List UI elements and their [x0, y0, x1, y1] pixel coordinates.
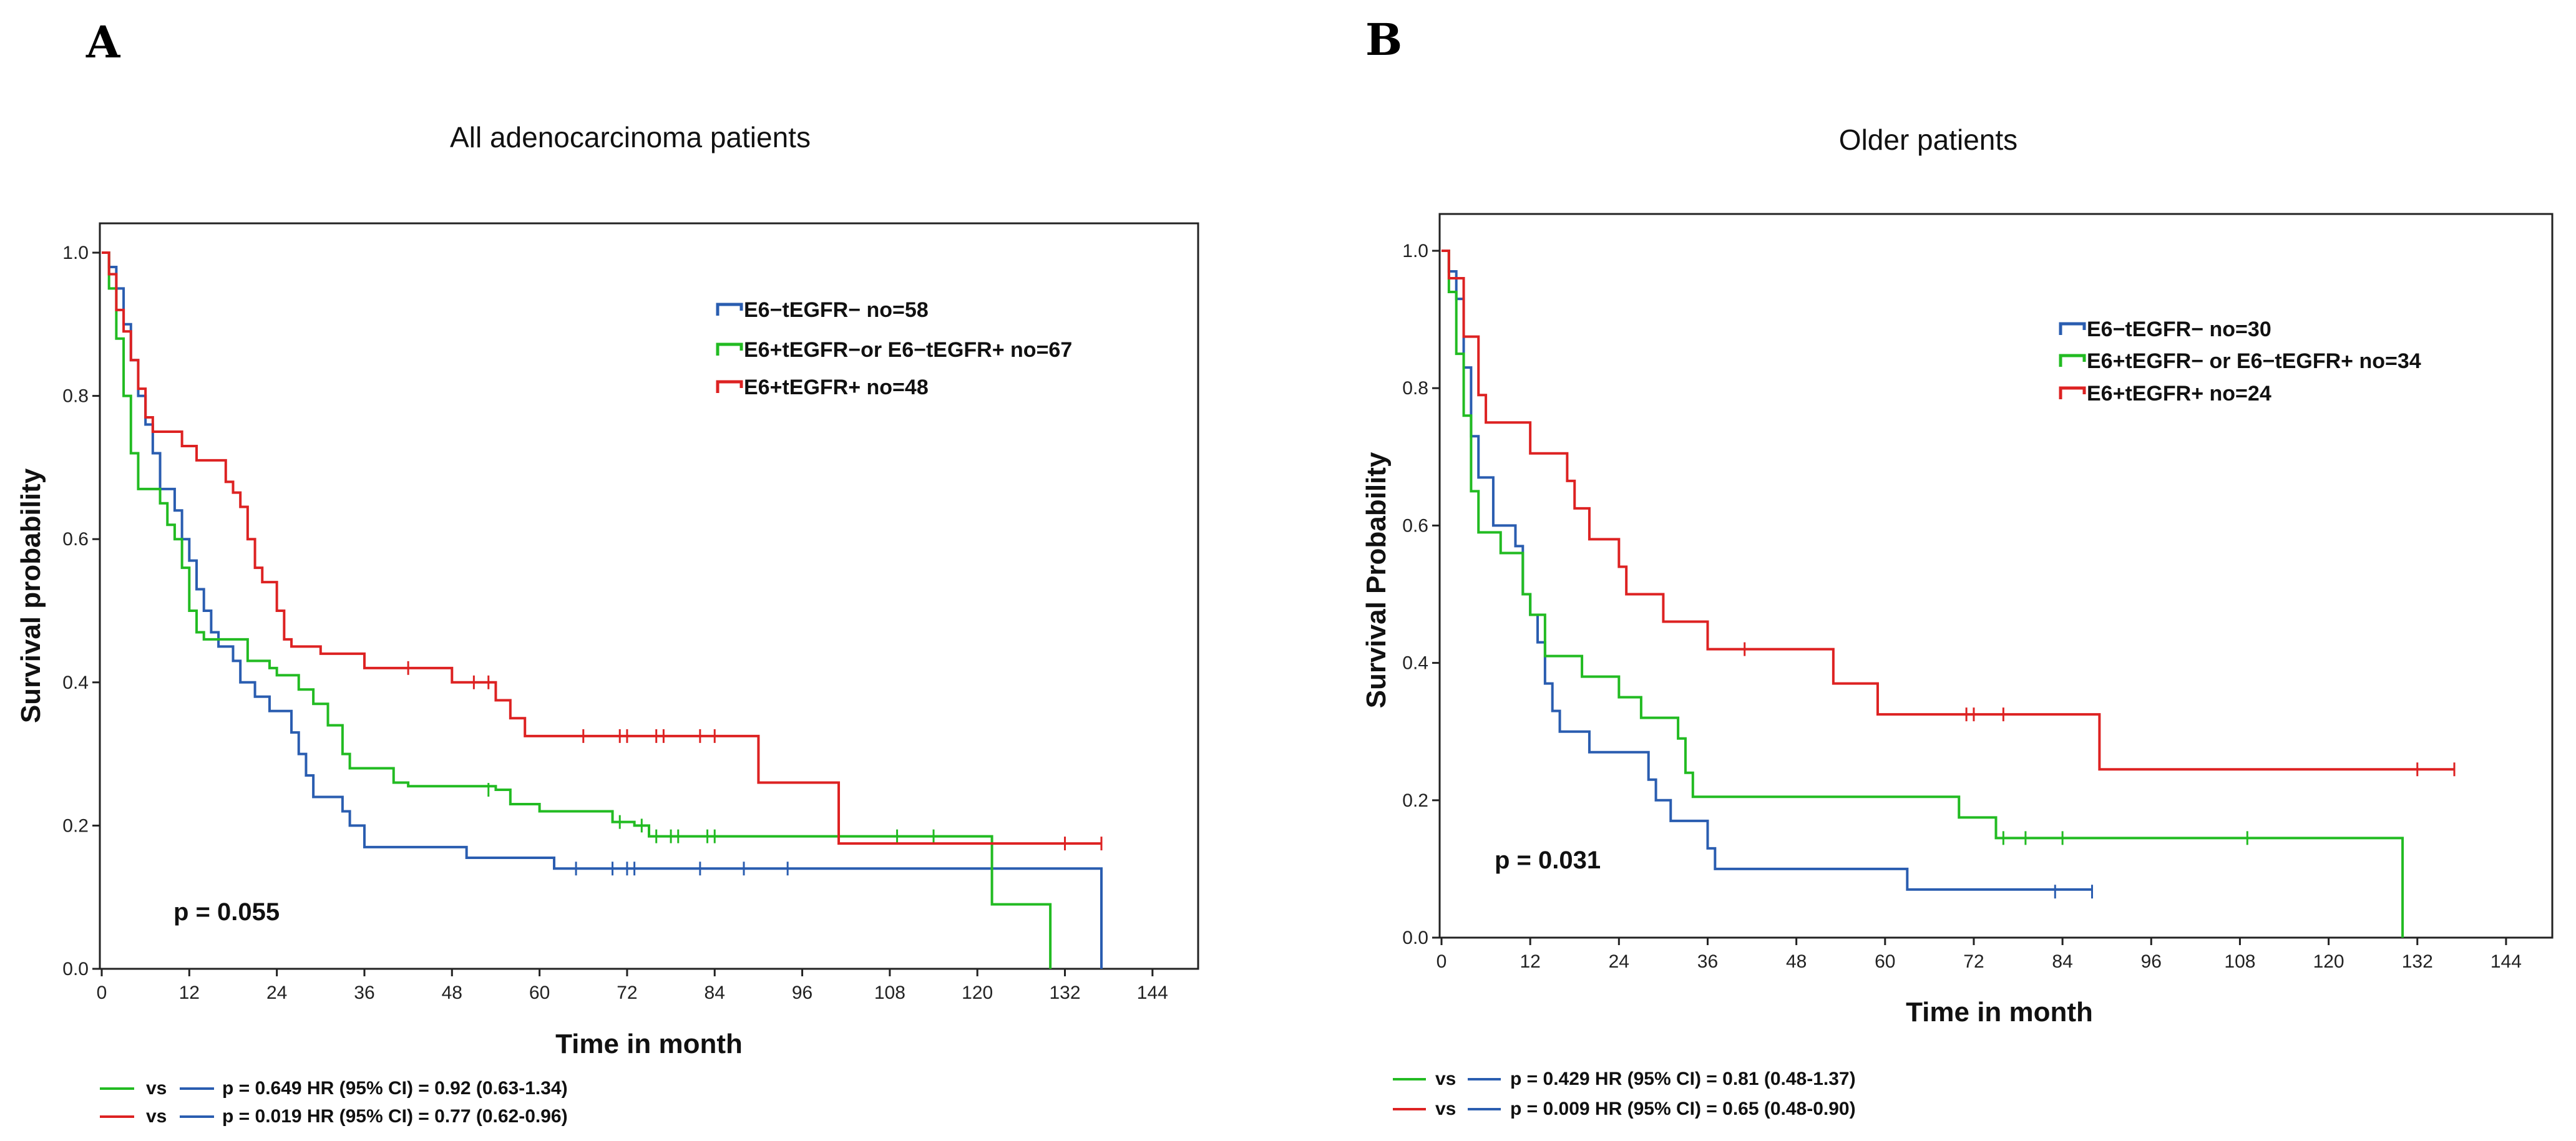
panel-a-letter: A [85, 16, 121, 68]
panel-a-legend-swatch-2 [716, 380, 743, 393]
panel-a-x-tick-label-8: 96 [792, 983, 812, 1003]
panel-a-x-tick-label-4: 48 [442, 983, 462, 1003]
panel-b: B Older patients 0.0 0.2 0.4 0.6 0.8 1.0 0 12 2… [1361, 14, 2554, 1119]
panel-b-x-tick-label-7: 84 [2052, 951, 2072, 972]
panel-b-x-tick-label-1: 12 [1520, 951, 1540, 972]
panel-a-legend-swatch-1 [716, 342, 743, 356]
panel-a-y-tick-label-1: 0.2 [62, 815, 89, 836]
panel-b-legend-item-2: E6+tEGFR+ no=24 [2059, 382, 2271, 405]
panel-a-x-tick-label-11: 132 [1049, 983, 1080, 1003]
panel-b-legend-item-0: E6−tEGFR− no=30 [2059, 318, 2271, 341]
panel-b-x-tick-label-10: 120 [2313, 951, 2344, 972]
panel-a-comparison-0-vs: vs [146, 1078, 167, 1099]
panel-a-series [102, 251, 1103, 969]
panel-a-legend-label-1: E6+tEGFR−or E6−tEGFR+ no=67 [744, 338, 1072, 362]
panel-a-x-ticks: 0 12 24 36 48 60 72 84 96 108 120 132 144 [97, 969, 1168, 1003]
panel-b-legend-swatch-2 [2059, 386, 2086, 399]
panel-a-comparison-1-vs: vs [146, 1106, 167, 1127]
panel-a-series-2-line [102, 251, 1101, 845]
panel-a-x-tick-label-12: 144 [1137, 983, 1168, 1003]
panel-b-comparison-1: vs p = 0.009 HR (95% CI) = 0.65 (0.48-0.… [1393, 1099, 1856, 1119]
panel-b-comparison-0: vs p = 0.429 HR (95% CI) = 0.81 (0.48-1.… [1393, 1069, 1856, 1089]
panel-b-series [1442, 250, 2456, 938]
panel-b-series-0-line [1442, 250, 2092, 891]
panel-b-x-tick-label-4: 48 [1786, 951, 1807, 972]
panel-b-legend-label-0: E6−tEGFR− no=30 [2087, 318, 2271, 341]
panel-a-legend-label-0: E6−tEGFR− no=58 [744, 298, 929, 322]
panel-a-y-tick-label-4: 0.8 [62, 386, 89, 407]
panel-a-y-tick-label-0: 0.0 [62, 959, 89, 979]
panel-a-x-tick-label-7: 84 [705, 983, 725, 1003]
panel-b-x-tick-label-9: 108 [2224, 951, 2255, 972]
panel-b-legend-item-1: E6+tEGFR− or E6−tEGFR+ no=34 [2059, 349, 2421, 373]
panel-b-legend-swatch-0 [2059, 322, 2086, 335]
panel-b-series-2-line [1442, 250, 2454, 771]
panel-b-legend-label-2: E6+tEGFR+ no=24 [2087, 382, 2271, 405]
panel-b-comparison-0-vs: vs [1435, 1069, 1456, 1089]
panel-a-y-tick-label-2: 0.4 [62, 672, 89, 693]
panel-b-comparison-1-vs: vs [1435, 1099, 1456, 1119]
panel-b-comparisons: vs p = 0.429 HR (95% CI) = 0.81 (0.48-1.… [1393, 1069, 1856, 1119]
panel-a-x-axis-label: Time in month [555, 1029, 743, 1059]
panel-a-comparison-1: vs p = 0.019 HR (95% CI) = 0.77 (0.62-0.… [100, 1106, 568, 1127]
panel-a-series-1-line [102, 251, 1052, 969]
panel-a-comparisons: vs p = 0.649 HR (95% CI) = 0.92 (0.63-1.… [100, 1078, 568, 1127]
panel-b-comparison-0-text: p = 0.429 HR (95% CI) = 0.81 (0.48-1.37) [1510, 1069, 1856, 1089]
panel-a-x-tick-label-6: 72 [617, 983, 637, 1003]
panel-b-series-1-line [1442, 250, 2404, 938]
panel-a-x-tick-label-9: 108 [874, 983, 905, 1003]
panel-b-x-tick-label-8: 96 [2141, 951, 2162, 972]
panel-b-title: Older patients [1839, 124, 2017, 156]
panel-b-y-tick-label-0: 0.0 [1402, 928, 1428, 948]
panel-a-legend-item-1: E6+tEGFR−or E6−tEGFR+ no=67 [716, 338, 1072, 362]
panel-b-legend-label-1: E6+tEGFR− or E6−tEGFR+ no=34 [2087, 349, 2421, 373]
panel-a-y-tick-label-3: 0.6 [62, 529, 89, 550]
panel-b-y-tick-label-5: 1.0 [1402, 241, 1428, 261]
panel-b-x-tick-label-11: 132 [2402, 951, 2433, 972]
panel-a-x-tick-label-2: 24 [266, 983, 287, 1003]
panel-a-legend-item-0: E6−tEGFR− no=58 [716, 298, 929, 322]
panel-a: A All adenocarcinoma patients 0.00.20.40… [16, 16, 1199, 1127]
panel-a-comparison-0-text: p = 0.649 HR (95% CI) = 0.92 (0.63-1.34) [222, 1078, 568, 1099]
panel-b-x-tick-label-5: 60 [1875, 951, 1895, 972]
panel-a-legend-item-2: E6+tEGFR+ no=48 [716, 376, 929, 399]
panel-a-comparison-0: vs p = 0.649 HR (95% CI) = 0.92 (0.63-1.… [100, 1078, 568, 1099]
panel-a-legend-swatch-0 [716, 303, 743, 316]
panel-b-x-ticks: 0 12 24 36 48 60 72 84 96 108 120 132 144 [1437, 938, 2522, 972]
panel-a-title: All adenocarcinoma patients [450, 121, 811, 153]
panel-a-x-tick-label-1: 12 [179, 983, 200, 1003]
panel-b-legend-swatch-1 [2059, 354, 2086, 367]
panel-a-x-tick-label-10: 120 [962, 983, 993, 1003]
panel-b-x-tick-label-0: 0 [1437, 951, 1447, 972]
panel-a-y-tick-label-5: 1.0 [62, 243, 89, 263]
panel-a-legend: E6−tEGFR− no=58 E6+tEGFR−or E6−tEGFR+ no… [716, 298, 1072, 399]
panel-b-y-tick-label-2: 0.4 [1402, 653, 1428, 674]
panel-b-legend: E6−tEGFR− no=30 E6+tEGFR− or E6−tEGFR+ n… [2059, 318, 2421, 405]
panel-a-x-tick-label-0: 0 [97, 983, 107, 1003]
panel-a-legend-label-2: E6+tEGFR+ no=48 [744, 376, 929, 399]
panel-a-x-tick-label-3: 36 [354, 983, 374, 1003]
panel-a-y-ticks: 0.0 0.2 0.4 0.6 0.8 1.0 [62, 243, 100, 979]
panel-b-p-value: p = 0.031 [1495, 847, 1601, 874]
panel-a-y-axis-label: Survival probability [16, 468, 46, 723]
panel-a-plot-frame [99, 222, 1199, 970]
panel-b-y-ticks: 0.0 0.2 0.4 0.6 0.8 1.0 [1402, 241, 1440, 948]
panel-a-comparison-1-text: p = 0.019 HR (95% CI) = 0.77 (0.62-0.96) [222, 1106, 568, 1127]
panel-a-p-value: p = 0.055 [173, 898, 280, 926]
panel-b-x-tick-label-6: 72 [1963, 951, 1984, 972]
panel-b-x-axis-label: Time in month [1906, 997, 2093, 1027]
panel-b-y-axis-label: Survival Probability [1361, 452, 1392, 708]
panel-b-x-tick-label-12: 144 [2491, 951, 2522, 972]
panel-b-letter: B [1365, 14, 1402, 66]
panel-b-y-tick-label-1: 0.2 [1402, 790, 1428, 811]
panel-b-y-tick-label-4: 0.8 [1402, 378, 1428, 399]
panel-b-comparison-1-text: p = 0.009 HR (95% CI) = 0.65 (0.48-0.90) [1510, 1099, 1856, 1119]
panel-b-y-tick-label-3: 0.6 [1402, 515, 1428, 536]
panel-a-x-tick-label-5: 60 [529, 983, 550, 1003]
panel-b-x-tick-label-2: 24 [1609, 951, 1629, 972]
panel-b-x-tick-label-3: 36 [1697, 951, 1718, 972]
